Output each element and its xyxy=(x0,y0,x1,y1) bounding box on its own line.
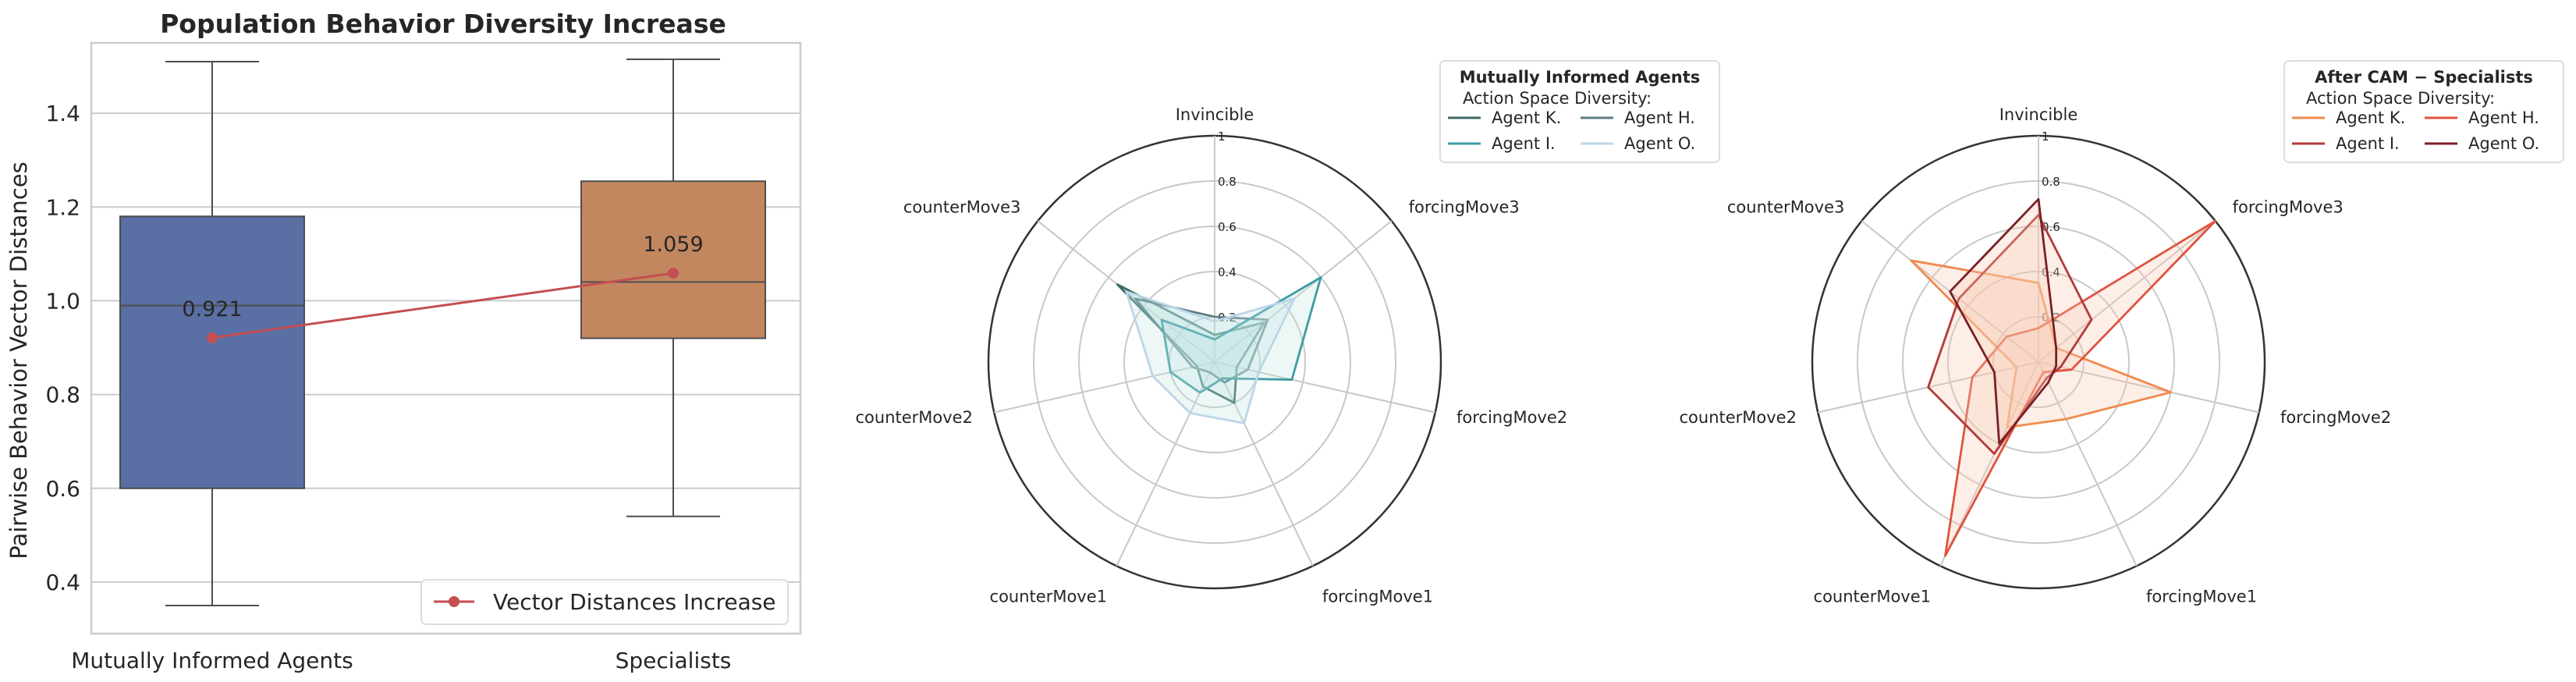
trend-value-label: 1.059 xyxy=(643,233,703,257)
radar-mutually-informed-panel: 0.20.40.60.81InvincibleforcingMove3forci… xyxy=(855,105,1567,606)
y-axis-label: Pairwise Behavior Vector Distances xyxy=(5,162,32,559)
plot-frame xyxy=(90,41,802,635)
spoke xyxy=(994,361,1215,414)
radar2-legend: Mutually Informed Agents Action Space Di… xyxy=(1439,60,1720,163)
spoke xyxy=(2038,220,2216,363)
legend-box xyxy=(420,579,789,625)
spoke xyxy=(1214,361,1314,567)
legend-entry: Agent I. xyxy=(1492,134,1556,153)
axis-label: forcingMove1 xyxy=(2146,588,2257,606)
series-polygon xyxy=(1160,276,1322,394)
axis-label: Invincible xyxy=(1999,105,2078,124)
axis-label: counterMove2 xyxy=(855,408,972,427)
x-tick-labels: Mutually Informed Agents Specialists xyxy=(71,648,731,673)
legend-entry: Agent H. xyxy=(2468,108,2539,127)
legend-box xyxy=(1439,60,1720,163)
radial-tick-label: 0.6 xyxy=(1218,220,1237,234)
box-1 xyxy=(119,61,305,606)
legend-entry: Agent I. xyxy=(2336,134,2400,153)
axis-label: forcingMove1 xyxy=(1322,588,1433,606)
trend-point xyxy=(207,332,218,343)
trend-point xyxy=(668,267,679,279)
y-tick-label: 0.4 xyxy=(45,570,80,595)
series-polygon xyxy=(1944,219,2217,557)
axis-label: counterMove2 xyxy=(1679,408,1796,427)
spoke xyxy=(1939,361,2039,567)
axis-label: counterMove3 xyxy=(1727,198,1844,217)
y-tick-label: 1.0 xyxy=(45,288,80,314)
spoke xyxy=(2038,361,2259,414)
legend-entry: Agent H. xyxy=(1624,108,1695,127)
axis-label: Invincible xyxy=(1176,105,1254,124)
radial-tick-label: 0.4 xyxy=(1218,265,1237,279)
boxes xyxy=(119,59,766,606)
legend-subtitle: Action Space Diversity: xyxy=(2306,89,2495,108)
spoke xyxy=(2038,361,2138,567)
box-2 xyxy=(580,59,766,517)
axis-label: forcingMove3 xyxy=(1409,198,1520,217)
series-polygon xyxy=(1125,290,1296,424)
x-tick-label: Specialists xyxy=(616,648,732,673)
legend-marker-swatch xyxy=(449,596,459,607)
spoke xyxy=(1116,361,1215,567)
series-polygon xyxy=(1116,283,1265,404)
axis-label: forcingMove3 xyxy=(2233,198,2344,217)
y-tick-label: 0.8 xyxy=(45,382,80,408)
radial-tick-label: 1 xyxy=(1218,130,1226,144)
spoke xyxy=(1214,220,1393,363)
y-tick-label: 1.2 xyxy=(45,194,80,220)
legend-box xyxy=(2283,60,2564,163)
legend-entry: Agent O. xyxy=(1624,134,1695,153)
axis-label: counterMove1 xyxy=(990,588,1107,606)
spoke xyxy=(1214,361,1435,414)
x-tick-label: Mutually Informed Agents xyxy=(71,648,353,673)
legend-subtitle: Action Space Diversity: xyxy=(1463,89,1652,108)
radial-tick-label: 1 xyxy=(2042,130,2049,144)
radar3-legend: After CAM − Specialists Action Space Div… xyxy=(2283,60,2564,163)
trend-line xyxy=(211,272,674,339)
radial-tick-label: 0.8 xyxy=(1218,175,1237,189)
radar-specialists-panel: 0.20.40.60.81InvincibleforcingMove3forci… xyxy=(1679,105,2391,606)
legend-title: Mutually Informed Agents xyxy=(1460,68,1701,87)
boxplot-title: Population Behavior Diversity Increase xyxy=(160,9,726,39)
trend-series: 0.921 1.059 xyxy=(182,233,704,343)
y-tick-label: 0.6 xyxy=(45,476,80,502)
legend-label: Vector Distances Increase xyxy=(493,589,776,615)
series-polygon xyxy=(1134,297,1269,384)
y-tick-label: 1.4 xyxy=(45,101,80,126)
legend-entry: Agent K. xyxy=(2336,108,2405,127)
y-tick-labels: 0.4 0.6 0.8 1.0 1.2 1.4 xyxy=(45,101,80,595)
axis-label: counterMove1 xyxy=(1814,588,1931,606)
radial-tick-label: 0.8 xyxy=(2042,175,2060,189)
boxplot-legend: Vector Distances Increase xyxy=(420,579,789,625)
boxplot-panel: Population Behavior Diversity Increase P… xyxy=(5,9,802,673)
axis-label: forcingMove2 xyxy=(2280,408,2391,427)
series-polygon xyxy=(1910,259,2173,429)
trend-value-label: 0.921 xyxy=(182,297,242,321)
iqr-box xyxy=(119,215,305,489)
series-polygon xyxy=(1949,197,2058,445)
legend-title: After CAM − Specialists xyxy=(2315,68,2533,87)
legend-entry: Agent O. xyxy=(2468,134,2539,153)
legend-entry: Agent K. xyxy=(1492,108,1561,127)
axis-label: forcingMove2 xyxy=(1457,408,1567,427)
axis-label: counterMove3 xyxy=(903,198,1020,217)
iqr-box xyxy=(580,180,766,339)
